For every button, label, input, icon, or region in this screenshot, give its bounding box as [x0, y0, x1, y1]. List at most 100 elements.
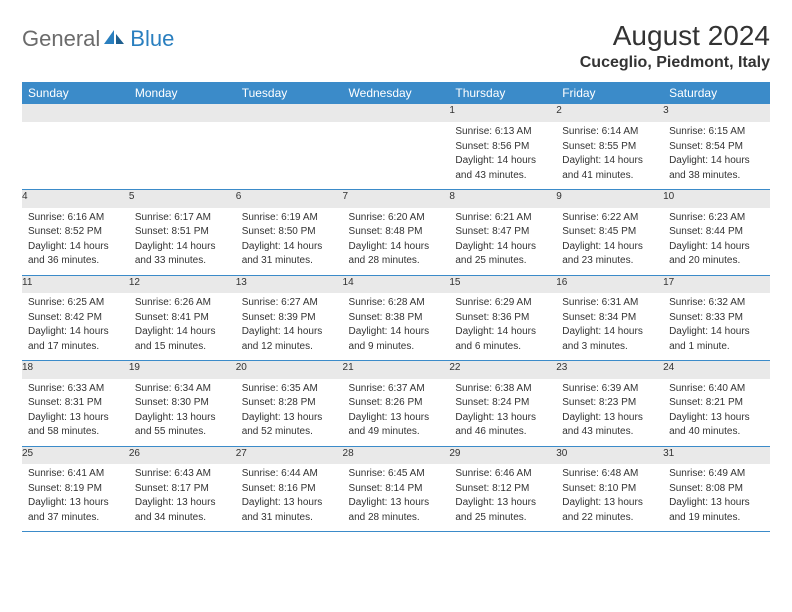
sunset-text: Sunset: 8:45 PM [562, 225, 657, 239]
daylight-text-2: and 41 minutes. [562, 169, 657, 183]
day-number: 11 [22, 275, 129, 293]
daylight-text-1: Daylight: 14 hours [669, 154, 764, 168]
sunset-text: Sunset: 8:34 PM [562, 311, 657, 325]
daylight-text-2: and 28 minutes. [349, 511, 444, 525]
sunrise-text: Sunrise: 6:45 AM [349, 467, 444, 481]
sunset-text: Sunset: 8:47 PM [455, 225, 550, 239]
day-cell: Sunrise: 6:43 AMSunset: 8:17 PMDaylight:… [129, 464, 236, 532]
weekday-header: Saturday [663, 82, 770, 104]
empty-day-number [236, 104, 343, 122]
day-number: 13 [236, 275, 343, 293]
day-cell: Sunrise: 6:17 AMSunset: 8:51 PMDaylight:… [129, 208, 236, 276]
sunset-text: Sunset: 8:14 PM [349, 482, 444, 496]
day-number: 18 [22, 361, 129, 379]
day-number: 22 [449, 361, 556, 379]
daylight-text-2: and 33 minutes. [135, 254, 230, 268]
logo: General Blue [22, 26, 174, 52]
sunset-text: Sunset: 8:19 PM [28, 482, 123, 496]
day-number: 10 [663, 190, 770, 208]
daylight-text-2: and 17 minutes. [28, 340, 123, 354]
day-number-row: 25262728293031 [22, 446, 770, 464]
weekday-header: Friday [556, 82, 663, 104]
daylight-text-1: Daylight: 13 hours [349, 496, 444, 510]
empty-day-cell [236, 122, 343, 190]
sunrise-text: Sunrise: 6:35 AM [242, 382, 337, 396]
sunset-text: Sunset: 8:31 PM [28, 396, 123, 410]
sunset-text: Sunset: 8:26 PM [349, 396, 444, 410]
day-number: 27 [236, 446, 343, 464]
day-content-row: Sunrise: 6:13 AMSunset: 8:56 PMDaylight:… [22, 122, 770, 190]
logo-text-general: General [22, 26, 100, 52]
daylight-text-1: Daylight: 13 hours [349, 411, 444, 425]
daylight-text-2: and 36 minutes. [28, 254, 123, 268]
day-number: 29 [449, 446, 556, 464]
sunset-text: Sunset: 8:41 PM [135, 311, 230, 325]
title-block: August 2024 Cuceglio, Piedmont, Italy [580, 20, 770, 72]
day-cell: Sunrise: 6:48 AMSunset: 8:10 PMDaylight:… [556, 464, 663, 532]
sunrise-text: Sunrise: 6:16 AM [28, 211, 123, 225]
sunset-text: Sunset: 8:33 PM [669, 311, 764, 325]
daylight-text-2: and 55 minutes. [135, 425, 230, 439]
sunset-text: Sunset: 8:51 PM [135, 225, 230, 239]
daylight-text-1: Daylight: 13 hours [28, 411, 123, 425]
sunrise-text: Sunrise: 6:32 AM [669, 296, 764, 310]
sunset-text: Sunset: 8:50 PM [242, 225, 337, 239]
sunset-text: Sunset: 8:38 PM [349, 311, 444, 325]
sunset-text: Sunset: 8:44 PM [669, 225, 764, 239]
sunset-text: Sunset: 8:16 PM [242, 482, 337, 496]
day-number: 15 [449, 275, 556, 293]
daylight-text-1: Daylight: 13 hours [562, 496, 657, 510]
daylight-text-2: and 3 minutes. [562, 340, 657, 354]
sunset-text: Sunset: 8:55 PM [562, 140, 657, 154]
day-cell: Sunrise: 6:27 AMSunset: 8:39 PMDaylight:… [236, 293, 343, 361]
day-number: 9 [556, 190, 663, 208]
header: General Blue August 2024 Cuceglio, Piedm… [22, 20, 770, 72]
sunrise-text: Sunrise: 6:37 AM [349, 382, 444, 396]
day-cell: Sunrise: 6:33 AMSunset: 8:31 PMDaylight:… [22, 379, 129, 447]
daylight-text-2: and 23 minutes. [562, 254, 657, 268]
daylight-text-2: and 25 minutes. [455, 254, 550, 268]
sunrise-text: Sunrise: 6:40 AM [669, 382, 764, 396]
daylight-text-2: and 43 minutes. [455, 169, 550, 183]
daylight-text-2: and 37 minutes. [28, 511, 123, 525]
sunset-text: Sunset: 8:28 PM [242, 396, 337, 410]
day-cell: Sunrise: 6:22 AMSunset: 8:45 PMDaylight:… [556, 208, 663, 276]
day-cell: Sunrise: 6:45 AMSunset: 8:14 PMDaylight:… [343, 464, 450, 532]
daylight-text-2: and 43 minutes. [562, 425, 657, 439]
daylight-text-1: Daylight: 14 hours [669, 325, 764, 339]
daylight-text-2: and 6 minutes. [455, 340, 550, 354]
day-number: 30 [556, 446, 663, 464]
day-number: 5 [129, 190, 236, 208]
sunrise-text: Sunrise: 6:27 AM [242, 296, 337, 310]
sunset-text: Sunset: 8:39 PM [242, 311, 337, 325]
empty-day-cell [343, 122, 450, 190]
day-cell: Sunrise: 6:26 AMSunset: 8:41 PMDaylight:… [129, 293, 236, 361]
sunrise-text: Sunrise: 6:43 AM [135, 467, 230, 481]
daylight-text-2: and 46 minutes. [455, 425, 550, 439]
daylight-text-1: Daylight: 14 hours [242, 240, 337, 254]
daylight-text-1: Daylight: 14 hours [349, 325, 444, 339]
day-number: 28 [343, 446, 450, 464]
sunrise-text: Sunrise: 6:38 AM [455, 382, 550, 396]
day-number: 21 [343, 361, 450, 379]
logo-text-blue: Blue [130, 26, 174, 52]
daylight-text-1: Daylight: 14 hours [135, 240, 230, 254]
sunrise-text: Sunrise: 6:48 AM [562, 467, 657, 481]
daylight-text-1: Daylight: 14 hours [349, 240, 444, 254]
daylight-text-1: Daylight: 14 hours [562, 240, 657, 254]
weekday-header: Wednesday [343, 82, 450, 104]
day-number: 17 [663, 275, 770, 293]
empty-day-cell [129, 122, 236, 190]
day-content-row: Sunrise: 6:33 AMSunset: 8:31 PMDaylight:… [22, 379, 770, 447]
day-number-row: 18192021222324 [22, 361, 770, 379]
empty-day-number [129, 104, 236, 122]
daylight-text-1: Daylight: 14 hours [135, 325, 230, 339]
day-cell: Sunrise: 6:20 AMSunset: 8:48 PMDaylight:… [343, 208, 450, 276]
daylight-text-1: Daylight: 14 hours [669, 240, 764, 254]
sunset-text: Sunset: 8:21 PM [669, 396, 764, 410]
calendar-table: SundayMondayTuesdayWednesdayThursdayFrid… [22, 82, 770, 532]
sunset-text: Sunset: 8:12 PM [455, 482, 550, 496]
sunrise-text: Sunrise: 6:34 AM [135, 382, 230, 396]
day-number: 6 [236, 190, 343, 208]
logo-sail-icon [104, 26, 126, 52]
